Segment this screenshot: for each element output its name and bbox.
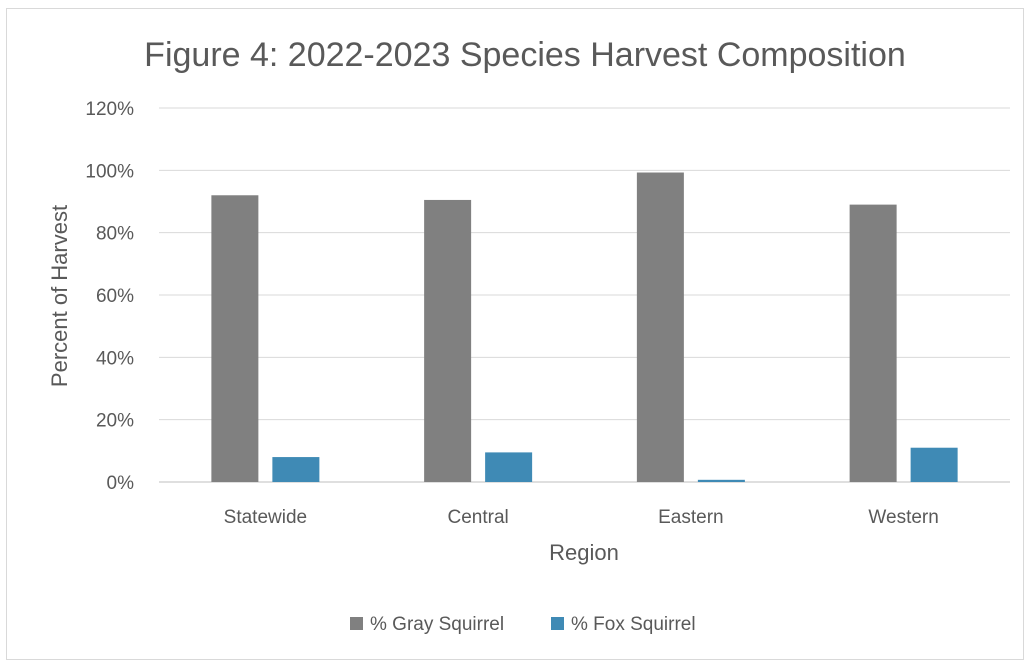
x-tick-label: Western <box>868 507 938 528</box>
y-tick-label: 40% <box>96 348 134 369</box>
bar-fox-squirrel-statewide <box>272 457 320 482</box>
x-axis-title: Region <box>549 540 619 565</box>
bar-fox-squirrel-central <box>485 452 533 482</box>
y-tick-label: 100% <box>85 161 134 182</box>
legend-swatch <box>551 617 564 630</box>
bars <box>211 172 958 483</box>
chart-title: Figure 4: 2022-2023 Species Harvest Comp… <box>144 36 906 74</box>
x-tick-label: Central <box>448 507 509 528</box>
y-tick-label: 0% <box>107 473 135 494</box>
bar-gray-squirrel-statewide <box>211 195 259 482</box>
y-tick-label: 80% <box>96 224 134 245</box>
y-axis-title: Percent of Harvest <box>47 205 72 387</box>
bar-gray-squirrel-eastern <box>636 172 684 482</box>
x-tick-label: Statewide <box>224 507 307 528</box>
legend-label: % Gray Squirrel <box>370 614 504 635</box>
y-axis-ticks: 0% 20% 40% 60% 80% 100% 120% <box>85 99 134 494</box>
bar-fox-squirrel-eastern <box>697 479 745 482</box>
legend-swatch <box>350 617 363 630</box>
x-axis-ticks: Statewide Central Eastern Western <box>224 507 939 528</box>
y-tick-label: 120% <box>85 99 134 120</box>
x-tick-label: Eastern <box>658 507 723 528</box>
y-tick-label: 60% <box>96 286 134 307</box>
bar-fox-squirrel-western <box>910 447 958 482</box>
legend: % Gray Squirrel % Fox Squirrel <box>350 614 696 635</box>
bar-gray-squirrel-central <box>424 199 472 483</box>
legend-label: % Fox Squirrel <box>571 614 696 635</box>
y-tick-label: 20% <box>96 411 134 432</box>
bar-gray-squirrel-western <box>849 204 897 482</box>
